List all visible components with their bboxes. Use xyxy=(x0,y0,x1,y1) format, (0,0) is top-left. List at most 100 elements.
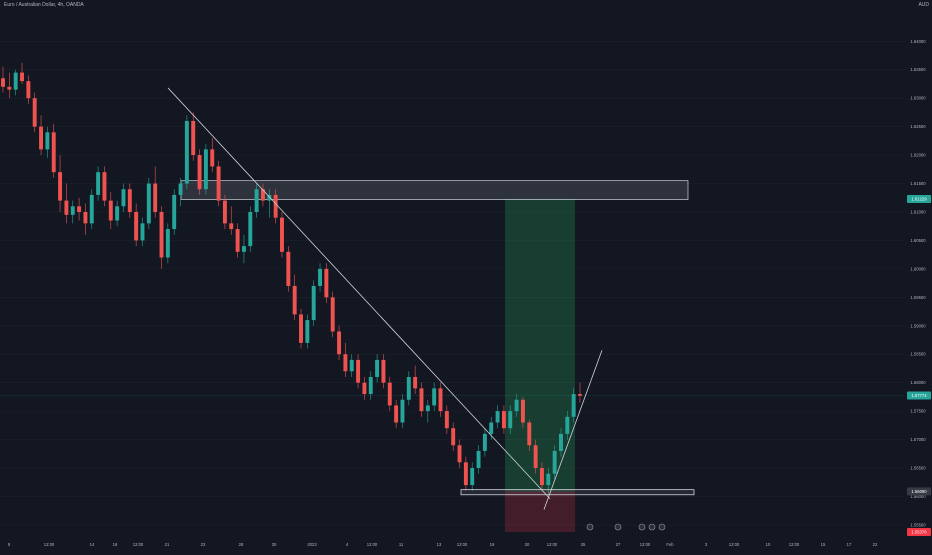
event-marker-icon[interactable] xyxy=(638,523,646,531)
candle-body xyxy=(387,382,392,406)
y-axis-tick-label: 1.61500 xyxy=(910,181,926,186)
candle-body xyxy=(153,183,158,212)
candle-body xyxy=(489,422,494,434)
y-axis-tick-label: 1.62500 xyxy=(910,124,926,129)
candle-body xyxy=(235,229,240,252)
event-marker-icon[interactable] xyxy=(658,523,666,531)
candle-body xyxy=(501,411,506,429)
candle-body xyxy=(495,411,500,423)
candle-body xyxy=(565,416,570,434)
x-axis-tick-label: 14 xyxy=(90,542,95,547)
x-axis-tick-label: 2023 xyxy=(307,542,317,547)
y-axis-tick-label: 1.59500 xyxy=(910,295,926,300)
candle-body xyxy=(299,314,303,343)
candle-body xyxy=(115,206,120,221)
candle-body xyxy=(419,388,424,412)
candle-body xyxy=(89,194,94,224)
x-axis-tick-label: 20 xyxy=(525,542,530,547)
candle-body xyxy=(216,166,221,201)
candle-body xyxy=(343,354,348,372)
x-axis-tick-label: 9 xyxy=(8,542,11,547)
x-axis-tick-label: 10 xyxy=(766,542,771,547)
candle-body xyxy=(222,200,227,224)
candle-body xyxy=(381,359,386,383)
candle-body xyxy=(451,428,456,446)
candle-body xyxy=(476,450,481,469)
x-axis-tick-label: 22 xyxy=(873,542,878,547)
candle-body xyxy=(32,98,37,127)
candle-body xyxy=(121,189,126,207)
long-position-target-zone[interactable] xyxy=(505,198,575,492)
x-axis-tick-label: 12:00 xyxy=(789,542,800,547)
entry-price-tag-box xyxy=(907,487,931,496)
candle-body xyxy=(254,189,259,212)
x-axis-tick-label: 12:00 xyxy=(547,542,558,547)
candle-body xyxy=(311,285,316,321)
currency-label[interactable]: AUD xyxy=(918,2,929,8)
candle-body xyxy=(305,320,310,343)
candle-body xyxy=(83,211,88,224)
x-axis-tick-label: Feb xyxy=(666,542,674,547)
candle-body xyxy=(267,194,272,201)
y-axis-tick-label: 1.56500 xyxy=(910,466,926,471)
x-axis-tick-label: 11 xyxy=(399,542,404,547)
target-price-tag-box xyxy=(907,194,931,203)
long-position-stop-zone[interactable] xyxy=(505,491,575,532)
candle-body xyxy=(64,200,69,215)
symbol-title: Euro / Australian Dollar, 4h, OANDA xyxy=(4,2,84,8)
y-axis-tick-label: 1.58000 xyxy=(910,380,926,385)
candle-body xyxy=(96,172,101,195)
x-axis-tick-label: 12:00 xyxy=(367,542,378,547)
y-axis-tick-label: 1.55500 xyxy=(910,522,926,527)
candle-body xyxy=(349,359,354,372)
candle-body xyxy=(280,217,284,252)
entry-price-tag-label: 1.56090 xyxy=(911,489,927,494)
candle-body xyxy=(368,376,373,395)
candle-body xyxy=(508,411,513,429)
candle-body xyxy=(134,211,139,241)
x-axis-tick-label: 25 xyxy=(581,542,586,547)
candle-body xyxy=(425,405,430,412)
event-marker-icon[interactable] xyxy=(614,523,622,531)
demand-zone-rectangle[interactable] xyxy=(460,489,695,496)
candle-body xyxy=(146,183,151,224)
y-axis-tick-label: 1.60000 xyxy=(910,266,926,271)
candle-body xyxy=(286,251,291,286)
candle-body xyxy=(58,172,63,201)
candle-body xyxy=(546,473,551,486)
event-marker-icon[interactable] xyxy=(586,523,594,531)
x-axis-tick-label: 12:00 xyxy=(44,542,55,547)
candle-body xyxy=(578,394,582,396)
candle-body xyxy=(318,268,322,286)
y-axis-tick-label: 1.64000 xyxy=(910,39,926,44)
current-price-tag-label: 1.57774 xyxy=(911,393,927,398)
candle-body xyxy=(375,359,380,377)
ascending-trendline[interactable] xyxy=(543,350,603,510)
x-axis-tick-label: 4 xyxy=(346,542,349,547)
candle-body xyxy=(203,149,208,190)
x-axis-tick-label: 12:00 xyxy=(640,542,651,547)
candle-body xyxy=(191,120,196,156)
candle-body xyxy=(102,172,107,201)
y-axis-tick-label: 1.58500 xyxy=(910,352,926,357)
event-marker-icon[interactable] xyxy=(648,523,656,531)
candle-body xyxy=(184,120,189,184)
y-axis-tick-label: 1.60500 xyxy=(910,238,926,243)
x-axis-tick-label: 21 xyxy=(165,542,170,547)
y-axis-tick-label: 1.63000 xyxy=(910,96,926,101)
candle-body xyxy=(108,200,113,221)
candle-body xyxy=(197,155,202,190)
candle-body xyxy=(172,194,177,230)
candle-body xyxy=(261,189,265,201)
stop-price-tag-box xyxy=(907,527,931,536)
stop-price-tag-label: 1.55376 xyxy=(911,529,927,534)
y-axis-tick-label: 1.57500 xyxy=(910,409,926,414)
candle-body xyxy=(552,450,557,474)
current-price-tag-box xyxy=(907,391,931,400)
candle-body xyxy=(140,223,145,241)
candle-body xyxy=(539,468,544,486)
candle-body xyxy=(51,132,56,173)
descending-trendline[interactable] xyxy=(167,87,551,500)
